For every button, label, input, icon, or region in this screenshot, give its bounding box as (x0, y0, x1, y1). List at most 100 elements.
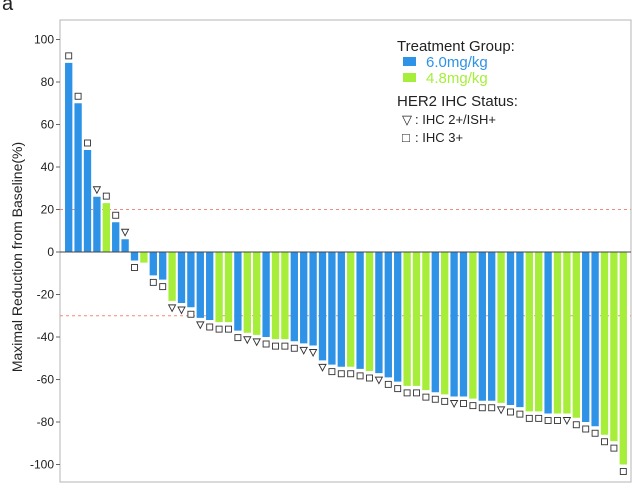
square-marker (272, 342, 279, 350)
bar (253, 252, 261, 335)
square-marker (572, 421, 580, 429)
y-tick-label: 60 (41, 118, 55, 132)
legend-label-ihc2: : IHC 2+/ISH+ (415, 112, 496, 127)
bar (121, 239, 129, 252)
plot-frame (59, 19, 632, 483)
square-marker (384, 380, 392, 388)
bar (65, 62, 73, 252)
bar (441, 252, 449, 395)
square-marker (225, 325, 232, 333)
bar (159, 252, 167, 280)
square-marker (469, 402, 477, 410)
bar (347, 252, 355, 367)
bar (525, 252, 533, 412)
bar (83, 150, 92, 252)
triangle-marker (243, 336, 252, 345)
legend-triangle-icon: ▽ (402, 112, 412, 127)
bar (365, 252, 374, 371)
y-tick-label: 40 (41, 160, 55, 174)
square-marker (159, 283, 167, 291)
bar (469, 252, 477, 399)
bar (74, 103, 82, 252)
legend-swatch-6mgkg (403, 57, 416, 66)
bar (497, 252, 505, 403)
square-marker (582, 425, 590, 433)
bar (215, 252, 223, 323)
triangle-marker (318, 363, 327, 372)
legend-group-title: Treatment Group: (397, 38, 515, 55)
bar (112, 222, 120, 252)
bar (300, 252, 308, 344)
bar (610, 252, 618, 442)
bar (290, 252, 298, 342)
bar (130, 252, 139, 261)
bar (168, 252, 176, 301)
legend-label-6mgkg: 6.0mg/kg (426, 54, 488, 71)
bar (93, 196, 101, 252)
square-marker (525, 414, 533, 422)
square-marker (413, 389, 420, 397)
square-marker (601, 438, 608, 446)
square-marker (149, 278, 157, 286)
bar (318, 252, 327, 361)
y-tick-label: 0 (47, 245, 54, 259)
bar (271, 252, 280, 340)
y-tick-label: -60 (37, 373, 55, 387)
legend-marker-title: HER2 IHC Status: (397, 93, 518, 110)
bar (506, 252, 515, 405)
her2-markers-group (65, 52, 627, 475)
y-axis-label: Maximal Reduction from Baseline(%) (9, 142, 25, 372)
legend-label-48mgkg: 4.8mg/kg (426, 70, 488, 87)
bar (262, 252, 270, 337)
bar (544, 252, 552, 414)
bar (600, 252, 609, 435)
bar (149, 252, 157, 276)
square-marker (544, 417, 552, 424)
bar (224, 252, 233, 323)
y-tick-label: 80 (41, 75, 55, 89)
bar (563, 252, 571, 414)
bar (459, 252, 468, 397)
bar (243, 252, 251, 333)
square-marker (516, 410, 524, 418)
bar (140, 252, 148, 263)
square-marker (234, 334, 242, 342)
bar (591, 252, 599, 427)
bar (384, 252, 392, 378)
square-marker (281, 342, 289, 350)
triangle-marker (120, 228, 130, 237)
legend-swatch-48mgkg (403, 73, 416, 82)
bar (102, 203, 110, 252)
square-marker (554, 417, 561, 424)
bar (375, 252, 383, 374)
square-marker (112, 211, 120, 219)
square-marker (262, 340, 270, 348)
bar (403, 252, 411, 386)
y-tick-label: -40 (37, 330, 55, 344)
square-marker (610, 444, 618, 452)
square-marker (403, 389, 411, 397)
square-marker (535, 414, 543, 422)
square-marker (347, 370, 355, 378)
bar (177, 252, 186, 303)
y-tick-label: 20 (41, 203, 55, 217)
bar (196, 252, 204, 318)
square-marker (328, 368, 336, 376)
square-marker (74, 92, 82, 100)
y-tick-label: 100 (34, 33, 54, 47)
square-marker (366, 374, 373, 382)
bar (619, 252, 627, 465)
bar (582, 252, 590, 422)
triangle-marker (449, 400, 459, 408)
triangle-marker (177, 306, 186, 315)
square-marker (84, 139, 91, 147)
square-marker (460, 400, 467, 407)
bar (431, 252, 439, 393)
triangle-marker (308, 349, 318, 357)
bar (572, 252, 580, 418)
triangle-marker (92, 186, 102, 195)
panel-label: a (2, 0, 14, 15)
square-marker (337, 370, 345, 378)
bar (328, 252, 336, 365)
